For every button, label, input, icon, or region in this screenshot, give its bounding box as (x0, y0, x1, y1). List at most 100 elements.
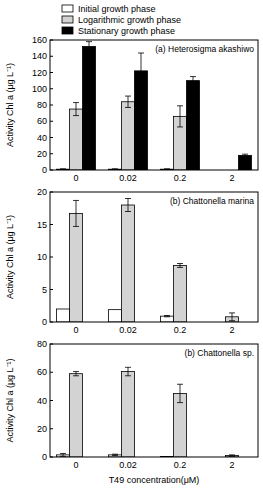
y-tick (50, 257, 53, 258)
error-line (76, 103, 77, 116)
y-tick-label: 0 (42, 452, 47, 462)
legend-label: Initial growth phase (78, 4, 156, 14)
x-tick-label: 0.02 (119, 173, 137, 183)
x-tick-label: 0.2 (174, 173, 187, 183)
y-tick (50, 137, 53, 138)
x-axis-label: T49 concentration(μM) (109, 475, 200, 485)
bar (174, 265, 187, 322)
error-bar (125, 367, 131, 375)
error-cap (229, 312, 235, 313)
x-tick-label: 0 (73, 325, 78, 335)
error-cap (112, 455, 118, 456)
y-tick-label: 100 (32, 84, 47, 94)
legend-label: Logarithmic growth phase (78, 15, 181, 25)
error-cap (125, 96, 131, 97)
y-tick-label: 5 (42, 285, 47, 295)
error-bar (73, 103, 79, 116)
y-tick (50, 289, 53, 290)
error-bar (125, 199, 131, 212)
error-cap (73, 200, 79, 201)
bar (161, 316, 174, 322)
error-cap (73, 115, 79, 116)
error-cap (60, 168, 66, 169)
y-tick (50, 192, 53, 193)
error-cap (73, 226, 79, 227)
bar (109, 310, 122, 322)
x-tick-label: 2 (229, 173, 234, 183)
y-tick-label: 80 (37, 100, 47, 110)
error-cap (125, 367, 131, 368)
figure: 02040608010012014016000.020.22(a) Hetero… (0, 0, 263, 489)
error-bar (86, 42, 92, 52)
y-tick-label: 80 (37, 339, 47, 349)
y-tick (50, 224, 53, 225)
error-cap (125, 375, 131, 376)
error-cap (190, 84, 196, 85)
error-bar (229, 313, 235, 321)
plot-frame (50, 192, 258, 322)
bar (122, 372, 135, 457)
y-tick (50, 153, 53, 154)
y-tick-label: 20 (37, 187, 47, 197)
error-cap (138, 88, 144, 89)
legend-swatch (62, 16, 73, 23)
x-tick-label: 0 (73, 460, 78, 470)
x-tick-label: 0.2 (174, 460, 187, 470)
error-cap (112, 168, 118, 169)
error-bar (73, 200, 79, 226)
y-tick-label: 0 (42, 165, 47, 175)
bars (57, 367, 239, 457)
error-line (89, 42, 90, 52)
y-tick (50, 105, 53, 106)
y-tick-label: 40 (37, 396, 47, 406)
y-tick-label: 20 (37, 424, 47, 434)
bar (239, 155, 252, 170)
y-tick-label: 120 (32, 68, 47, 78)
bar (70, 109, 83, 170)
y-tick (50, 72, 53, 73)
y-tick (50, 372, 53, 373)
y-tick-label: 15 (37, 220, 47, 230)
error-bar (125, 96, 131, 107)
error-cap (177, 402, 183, 403)
y-axis-label: Activity Chl a (μg L⁻¹) (5, 358, 15, 442)
y-tick (50, 428, 53, 429)
error-bar (229, 455, 235, 456)
y-tick (50, 40, 53, 41)
x-tick-label: 0 (73, 173, 78, 183)
y-tick (50, 457, 53, 458)
y-tick-label: 160 (32, 35, 47, 45)
error-bar (164, 316, 170, 317)
legend-swatch (62, 27, 73, 34)
x-tick-label: 0.02 (119, 460, 137, 470)
y-tick (50, 56, 53, 57)
error-cap (177, 105, 183, 106)
error-line (128, 96, 129, 107)
error-cap (190, 76, 196, 77)
error-line (141, 53, 142, 89)
error-cap (164, 315, 170, 316)
legend: Initial growth phaseLogarithmic growth p… (62, 4, 181, 36)
error-cap (125, 107, 131, 108)
y-tick (50, 121, 53, 122)
error-bar (138, 53, 144, 89)
error-cap (60, 453, 66, 454)
error-cap (125, 211, 131, 212)
error-bar (73, 372, 79, 376)
error-line (193, 77, 194, 85)
y-tick (50, 322, 53, 323)
panel-title: (b) Chattonella sp. (185, 348, 254, 358)
error-cap (229, 320, 235, 321)
error-cap (177, 267, 183, 268)
error-line (180, 384, 181, 402)
bar (187, 81, 200, 170)
error-bar (177, 384, 183, 402)
y-tick (50, 170, 53, 171)
error-cap (177, 384, 183, 385)
y-tick (50, 400, 53, 401)
y-axis-label: Activity Chl a (μg L⁻¹) (5, 215, 15, 299)
y-tick-label: 10 (37, 252, 47, 262)
error-bar (60, 453, 66, 456)
x-tick-label: 2 (229, 325, 234, 335)
error-line (180, 264, 181, 268)
